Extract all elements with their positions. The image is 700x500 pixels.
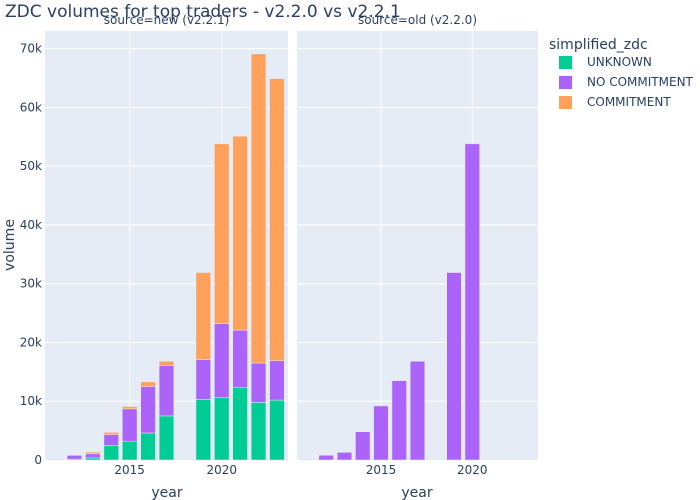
bar-commitment[interactable] [214, 143, 230, 324]
y-tick-label: 70k [20, 42, 42, 56]
bar-no-commitment[interactable] [373, 405, 389, 461]
bar-commitment[interactable] [158, 361, 175, 366]
legend-swatch [559, 56, 572, 69]
facet-label: source=new (v2.2.1) [104, 13, 230, 27]
bar-no-commitment[interactable] [232, 329, 248, 388]
bar-unknown[interactable] [103, 445, 119, 461]
x-axis-title-left: year [151, 485, 182, 500]
x-tick-label: 2015 [114, 463, 145, 477]
bar-no-commitment[interactable] [250, 362, 267, 403]
legend-label: NO COMMITMENT [587, 75, 694, 89]
bar-commitment[interactable] [103, 432, 119, 435]
bar-unknown[interactable] [214, 397, 230, 461]
legend-swatch [559, 96, 572, 109]
legend-swatch [559, 76, 572, 89]
bar-commitment[interactable] [195, 272, 211, 360]
bar-no-commitment[interactable] [464, 143, 480, 461]
bar-commitment[interactable] [85, 451, 101, 455]
legend-item-unknown[interactable]: UNKNOWN [559, 55, 652, 69]
bar-no-commitment[interactable] [446, 272, 462, 461]
bar-no-commitment[interactable] [195, 359, 211, 400]
x-tick-label: 2020 [206, 463, 237, 477]
bar-unknown[interactable] [269, 399, 285, 461]
bar-no-commitment[interactable] [318, 455, 334, 461]
legend-title: simplified_zdc [549, 37, 648, 53]
bar-unknown[interactable] [250, 402, 267, 461]
bar-unknown[interactable] [122, 440, 138, 461]
bar-no-commitment[interactable] [391, 380, 407, 461]
legend[interactable]: simplified_zdc UNKNOWN NO COMMITMENT COMMI… [549, 37, 694, 109]
y-tick-label: 30k [20, 277, 42, 291]
bar-commitment[interactable] [250, 53, 267, 364]
y-tick-label: 10k [20, 394, 42, 408]
x-axis-title-right: year [401, 485, 432, 500]
chart-title: ZDC volumes for top traders - v2.2.0 vs … [5, 2, 401, 22]
legend-item-no-commitment[interactable]: NO COMMITMENT [559, 75, 694, 89]
bar-no-commitment[interactable] [214, 323, 230, 398]
bar-no-commitment[interactable] [85, 453, 101, 459]
bar-no-commitment[interactable] [336, 452, 353, 461]
bar-no-commitment[interactable] [158, 365, 175, 417]
bar-unknown[interactable] [85, 457, 101, 461]
x-tick-label: 2020 [457, 463, 488, 477]
bar-no-commitment[interactable] [140, 386, 156, 434]
bar-no-commitment[interactable] [122, 408, 138, 442]
y-tick-label: 60k [20, 100, 42, 114]
bar-commitment[interactable] [269, 78, 285, 361]
bar-commitment[interactable] [140, 381, 156, 387]
y-tick-label: 20k [20, 335, 42, 349]
legend-label: COMMITMENT [587, 95, 671, 109]
bar-no-commitment[interactable] [300, 459, 316, 461]
y-tick-label: 50k [20, 159, 42, 173]
bar-commitment[interactable] [122, 406, 138, 410]
bar-unknown[interactable] [140, 432, 156, 461]
bar-no-commitment[interactable] [355, 431, 371, 461]
bar-commitment[interactable] [232, 135, 248, 331]
facet-panel-1: source=old (v2.2.0) 2015 2020 [297, 13, 538, 477]
bar-no-commitment[interactable] [66, 455, 83, 460]
facet-label: source=old (v2.2.0) [358, 13, 477, 27]
bar-unknown[interactable] [158, 415, 175, 461]
bar-unknown[interactable] [195, 399, 211, 461]
bar-no-commitment[interactable] [103, 434, 119, 446]
bar-unknown[interactable] [232, 387, 248, 461]
y-tick-label: 40k [20, 218, 42, 232]
bar-no-commitment[interactable] [48, 459, 64, 461]
legend-item-commitment[interactable]: COMMITMENT [559, 95, 671, 109]
bar-no-commitment[interactable] [409, 361, 426, 461]
y-tick-label: 0 [34, 453, 42, 467]
x-tick-label: 2015 [366, 463, 397, 477]
facet-panel-0: source=new (v2.2.1) 2015 2020 [45, 13, 288, 477]
bar-no-commitment[interactable] [269, 360, 285, 401]
y-axis-title: volume [2, 219, 18, 271]
legend-label: UNKNOWN [587, 55, 652, 69]
